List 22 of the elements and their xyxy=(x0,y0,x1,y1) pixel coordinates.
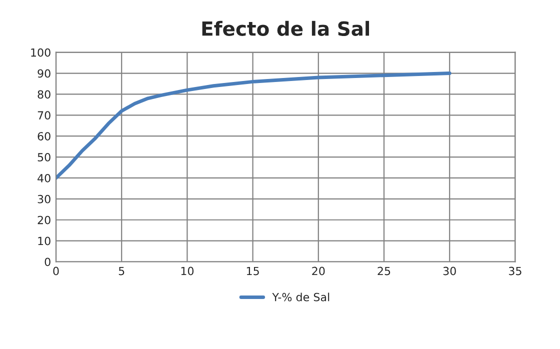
x-tick-label: 25 xyxy=(378,266,390,276)
y-tick-label: 10 xyxy=(38,236,50,246)
y-tick-label: 30 xyxy=(38,194,50,204)
x-tick-label: 20 xyxy=(312,266,325,276)
x-tick-label: 0 xyxy=(53,266,59,276)
legend-label: Y-% de Sal xyxy=(272,292,330,302)
y-tick-label: 0 xyxy=(44,258,50,266)
y-tick-label: 60 xyxy=(38,132,50,140)
x-tick-label: 5 xyxy=(118,266,124,276)
y-tick-label: 40 xyxy=(38,174,50,182)
y-tick-label: 50 xyxy=(38,153,50,162)
y-tick-label: 70 xyxy=(38,111,50,120)
x-tick-label: 35 xyxy=(508,266,522,276)
y-tick-label: 20 xyxy=(38,216,50,224)
y-tick-label: 100 xyxy=(31,48,50,57)
x-tick-label: 10 xyxy=(181,266,194,276)
line-series xyxy=(56,72,452,180)
x-tick-label: 30 xyxy=(443,266,456,276)
y-tick-label: 90 xyxy=(38,69,50,78)
chart-title: Efecto de la Sal xyxy=(202,20,370,36)
x-tick-label: 15 xyxy=(246,266,259,276)
y-tick-label: 80 xyxy=(38,90,50,99)
